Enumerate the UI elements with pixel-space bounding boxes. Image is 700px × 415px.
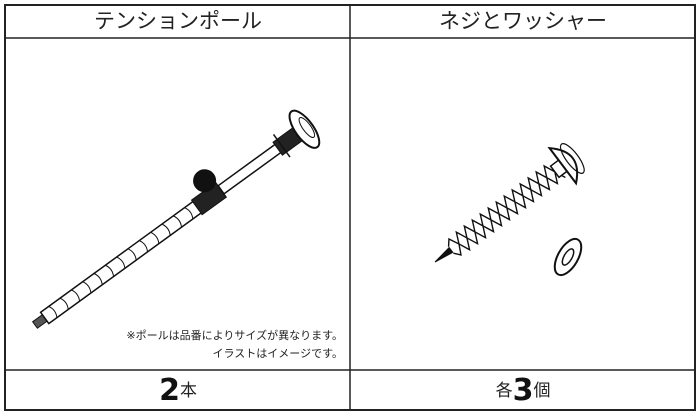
screw-illustration <box>434 143 585 263</box>
quantity-count: 3 <box>513 373 534 408</box>
quantity-unit: 本 <box>180 381 197 401</box>
quantity-unit: 個 <box>533 381 550 401</box>
header: ネジとワッシャー <box>439 9 607 33</box>
quantity: 各3個 <box>496 373 551 408</box>
washer-illustration <box>553 237 583 277</box>
quantity-prefix: 各 <box>496 381 513 401</box>
quantity: 2本 <box>159 373 197 408</box>
quantity-count: 2 <box>159 373 180 408</box>
header: テンションポール <box>94 9 262 33</box>
note: ※ポールは品番によりサイズが異なります。 <box>126 328 343 342</box>
pole-illustration <box>31 109 321 329</box>
note: イラストはイメージです。 <box>213 347 343 360</box>
